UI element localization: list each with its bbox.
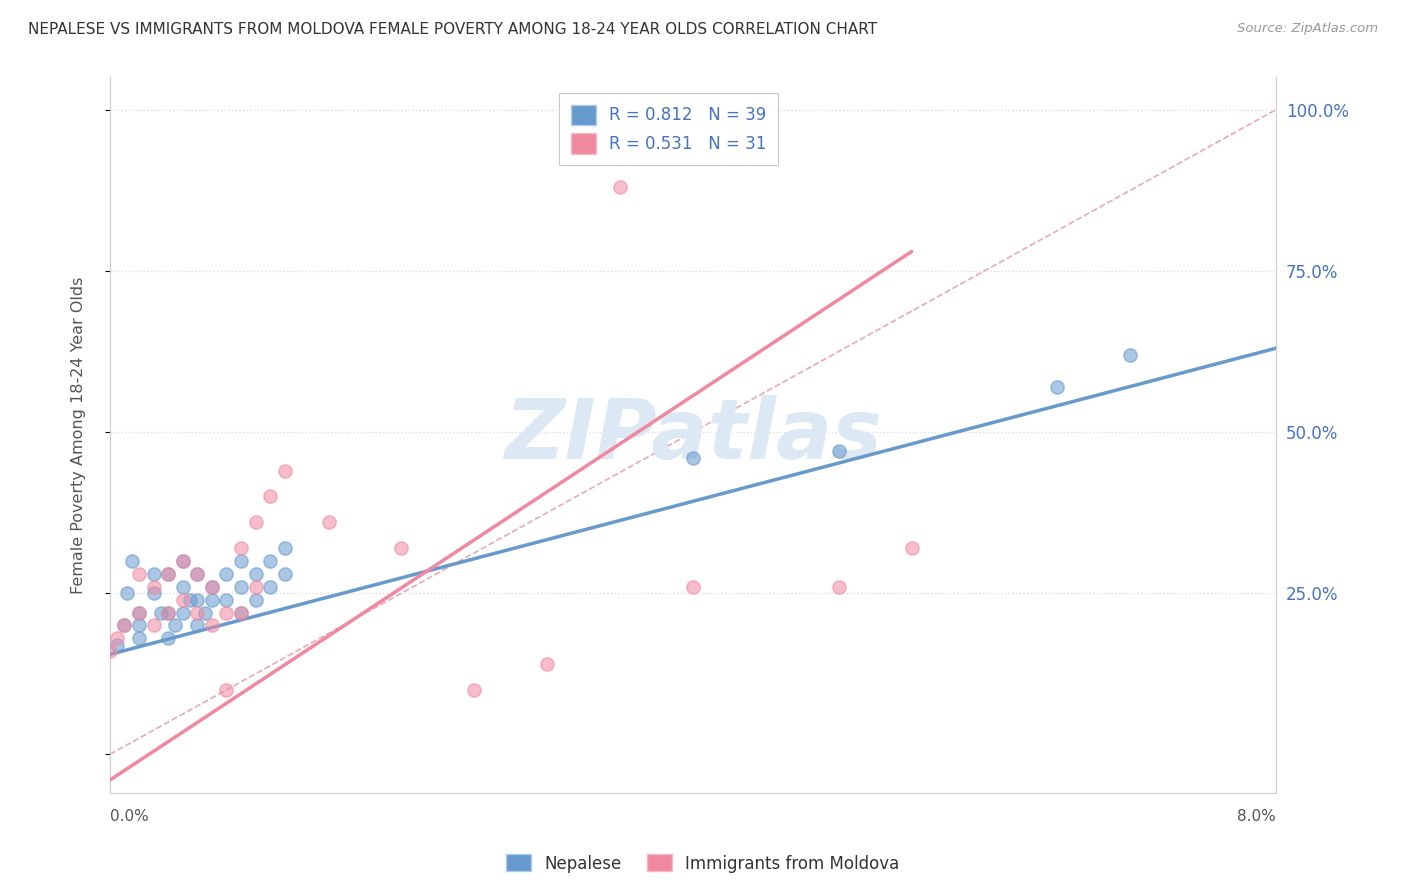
Point (186, 618, 208, 632)
Point (149, 606, 172, 620)
Point (274, 541, 297, 555)
Point (186, 606, 208, 620)
Point (215, 592, 238, 607)
Point (245, 566, 267, 581)
Point (194, 606, 217, 620)
Point (229, 606, 252, 620)
Point (1046, 380, 1069, 394)
Point (215, 566, 238, 581)
Point (229, 541, 252, 555)
Point (117, 586, 139, 600)
Text: ZIPatlas: ZIPatlas (503, 395, 882, 475)
Point (128, 618, 150, 632)
Point (142, 580, 165, 594)
Point (157, 632, 180, 646)
Point (215, 682, 238, 697)
Point (172, 554, 194, 568)
Point (128, 606, 150, 620)
Point (318, 515, 340, 529)
Point (128, 632, 150, 646)
Point (157, 606, 180, 620)
Point (828, 580, 851, 594)
Point (179, 592, 201, 607)
Point (186, 566, 208, 581)
Legend: Nepalese, Immigrants from Moldova: Nepalese, Immigrants from Moldova (499, 847, 907, 880)
Point (157, 566, 180, 581)
Point (142, 586, 165, 600)
Point (142, 566, 165, 581)
Point (105, 632, 128, 646)
Point (142, 618, 165, 632)
Point (128, 566, 150, 581)
Text: 8.0%: 8.0% (1237, 809, 1277, 824)
Point (172, 606, 194, 620)
Point (389, 541, 412, 555)
Point (186, 566, 208, 581)
Legend: R = 0.812   N = 39, R = 0.531   N = 31: R = 0.812 N = 39, R = 0.531 N = 31 (560, 93, 778, 165)
Text: NEPALESE VS IMMIGRANTS FROM MOLDOVA FEMALE POVERTY AMONG 18-24 YEAR OLDS CORRELA: NEPALESE VS IMMIGRANTS FROM MOLDOVA FEMA… (28, 22, 877, 37)
Point (828, 444, 851, 458)
Point (259, 554, 281, 568)
Text: Source: ZipAtlas.com: Source: ZipAtlas.com (1237, 22, 1378, 36)
Point (463, 682, 485, 697)
Point (682, 580, 704, 594)
Point (215, 606, 238, 620)
Point (900, 541, 922, 555)
Point (112, 618, 135, 632)
Point (98, 644, 121, 658)
Y-axis label: Female Poverty Among 18-24 Year Olds: Female Poverty Among 18-24 Year Olds (72, 277, 86, 594)
Point (201, 618, 224, 632)
Point (165, 618, 187, 632)
Point (128, 606, 150, 620)
Text: 0.0%: 0.0% (110, 809, 149, 824)
Point (274, 566, 297, 581)
Point (259, 580, 281, 594)
Point (245, 580, 267, 594)
Point (172, 592, 194, 607)
Point (229, 580, 252, 594)
Point (259, 490, 281, 504)
Point (682, 450, 704, 465)
Point (157, 606, 180, 620)
Point (245, 592, 267, 607)
Point (1119, 348, 1142, 362)
Point (121, 554, 143, 568)
Point (172, 580, 194, 594)
Point (105, 638, 128, 652)
Point (274, 464, 297, 478)
Point (229, 606, 252, 620)
Point (172, 554, 194, 568)
Point (229, 554, 252, 568)
Point (201, 592, 224, 607)
Point (245, 515, 267, 529)
Point (609, 180, 631, 194)
Point (157, 566, 180, 581)
Point (536, 657, 558, 671)
Point (112, 618, 135, 632)
Point (201, 580, 224, 594)
Point (201, 580, 224, 594)
Point (186, 592, 208, 607)
